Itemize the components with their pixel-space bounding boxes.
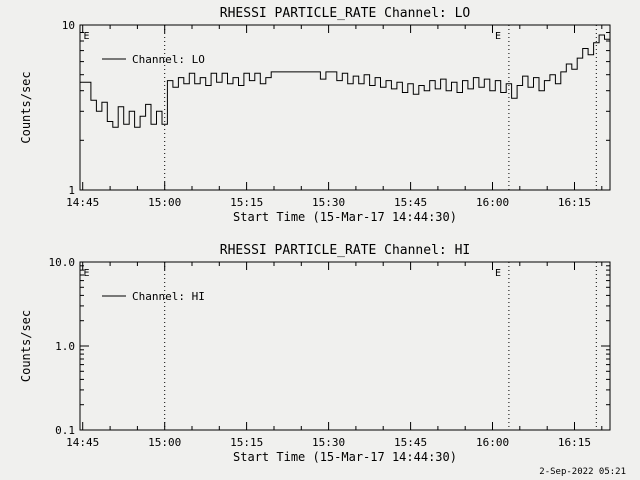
- event-label: E: [495, 31, 501, 42]
- plot-border: [79, 261, 611, 431]
- x-tick-label: 16:00: [476, 196, 509, 209]
- x-tick-label: 15:15: [230, 436, 263, 449]
- legend-label: Channel: LO: [132, 53, 205, 66]
- legend-label: Channel: HI: [132, 290, 205, 303]
- x-tick-label: 14:45: [66, 436, 99, 449]
- x-tick-label: 16:15: [558, 196, 591, 209]
- y-axis-label: Counts/sec: [19, 71, 33, 143]
- y-tick-label: 0.1: [55, 424, 75, 437]
- x-tick-label: 14:45: [66, 196, 99, 209]
- timestamp: 2-Sep-2022 05:21: [539, 467, 626, 477]
- x-tick-label: 15:00: [148, 196, 181, 209]
- x-axis-label: Start Time (15-Mar-17 14:44:30): [233, 210, 457, 224]
- x-tick-label: 15:30: [312, 196, 345, 209]
- y-tick-label: 1.0: [55, 340, 75, 353]
- event-label: E: [495, 268, 501, 279]
- y-tick-label: 10: [62, 19, 75, 32]
- x-tick-label: 15:45: [394, 196, 427, 209]
- y-axis-label: Counts/sec: [19, 310, 33, 382]
- data-line: [80, 34, 611, 128]
- x-tick-label: 15:30: [312, 436, 345, 449]
- plot-border: [79, 24, 611, 191]
- x-tick-label: 16:00: [476, 436, 509, 449]
- x-axis-label: Start Time (15-Mar-17 14:44:30): [233, 450, 457, 464]
- x-tick-label: 15:15: [230, 196, 263, 209]
- y-tick-label: 1: [68, 184, 75, 197]
- x-tick-label: 15:00: [148, 436, 181, 449]
- event-label: E: [84, 268, 90, 279]
- chart-lo: 14:45 15:00 15:15 15:30 15:45 16:00 16:15 1 10 E E…: [19, 6, 611, 224]
- x-tick-label: 16:15: [558, 436, 591, 449]
- event-label: E: [84, 31, 90, 42]
- y-tick-label: 10.0: [49, 256, 76, 269]
- x-tick-label: 15:45: [394, 436, 427, 449]
- chart-title: RHESSI PARTICLE_RATE Channel: HI: [220, 243, 470, 258]
- chart-title: RHESSI PARTICLE_RATE Channel: LO: [220, 6, 471, 21]
- chart-hi: 14:45 15:00 15:15 15:30 15:45 16:00 16:15 0.1 1.…: [19, 243, 611, 464]
